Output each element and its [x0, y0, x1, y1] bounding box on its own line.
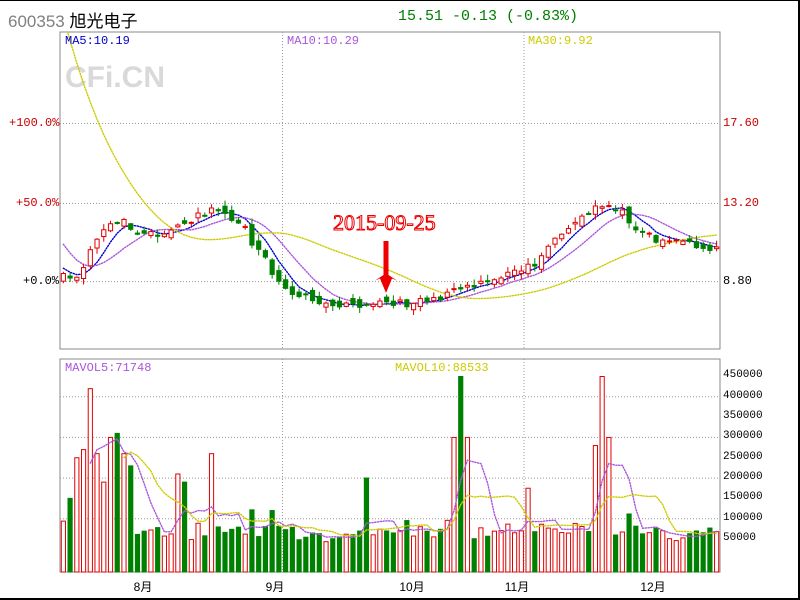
- svg-text:CFi.CN: CFi.CN: [65, 61, 165, 94]
